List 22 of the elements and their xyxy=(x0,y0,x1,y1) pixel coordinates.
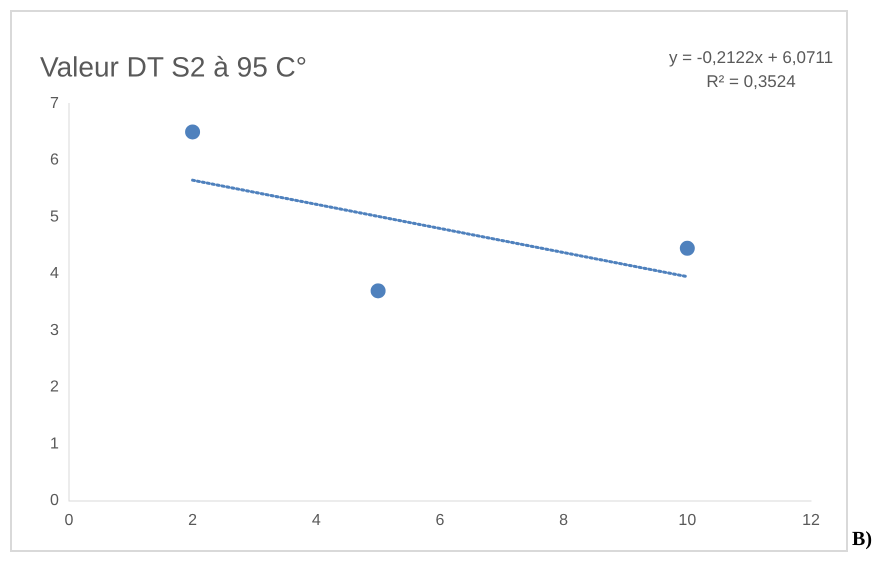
y-tick-label: 4 xyxy=(50,265,59,282)
y-tick-label: 6 xyxy=(50,152,59,169)
point xyxy=(370,283,386,298)
y-tick-label: 1 xyxy=(50,435,59,452)
y-tick-label: 7 xyxy=(50,95,59,112)
y-tick-label: 3 xyxy=(50,322,59,339)
x-tick-label: 2 xyxy=(188,512,198,529)
point xyxy=(680,240,695,256)
y-tick-label: 5 xyxy=(50,208,59,226)
x-tick-label: 4 xyxy=(312,512,321,529)
x-tick-label: 0 xyxy=(64,512,74,529)
x-tick-label: 12 xyxy=(802,512,820,529)
point xyxy=(185,124,200,140)
text: y = -0,2122x + 6,0711 xyxy=(668,48,834,68)
x-tick-label: 10 xyxy=(678,512,696,529)
text: R² = 0,3524 xyxy=(706,72,796,92)
x-tick-label: 6 xyxy=(435,512,444,529)
y-tick-label: 2 xyxy=(50,378,59,396)
text: B) xyxy=(852,528,872,551)
x-tick-label: 8 xyxy=(559,512,568,529)
chart-title: Valeur DT S2 à 95 C° xyxy=(40,52,307,83)
y-tick-label: 0 xyxy=(50,492,59,510)
